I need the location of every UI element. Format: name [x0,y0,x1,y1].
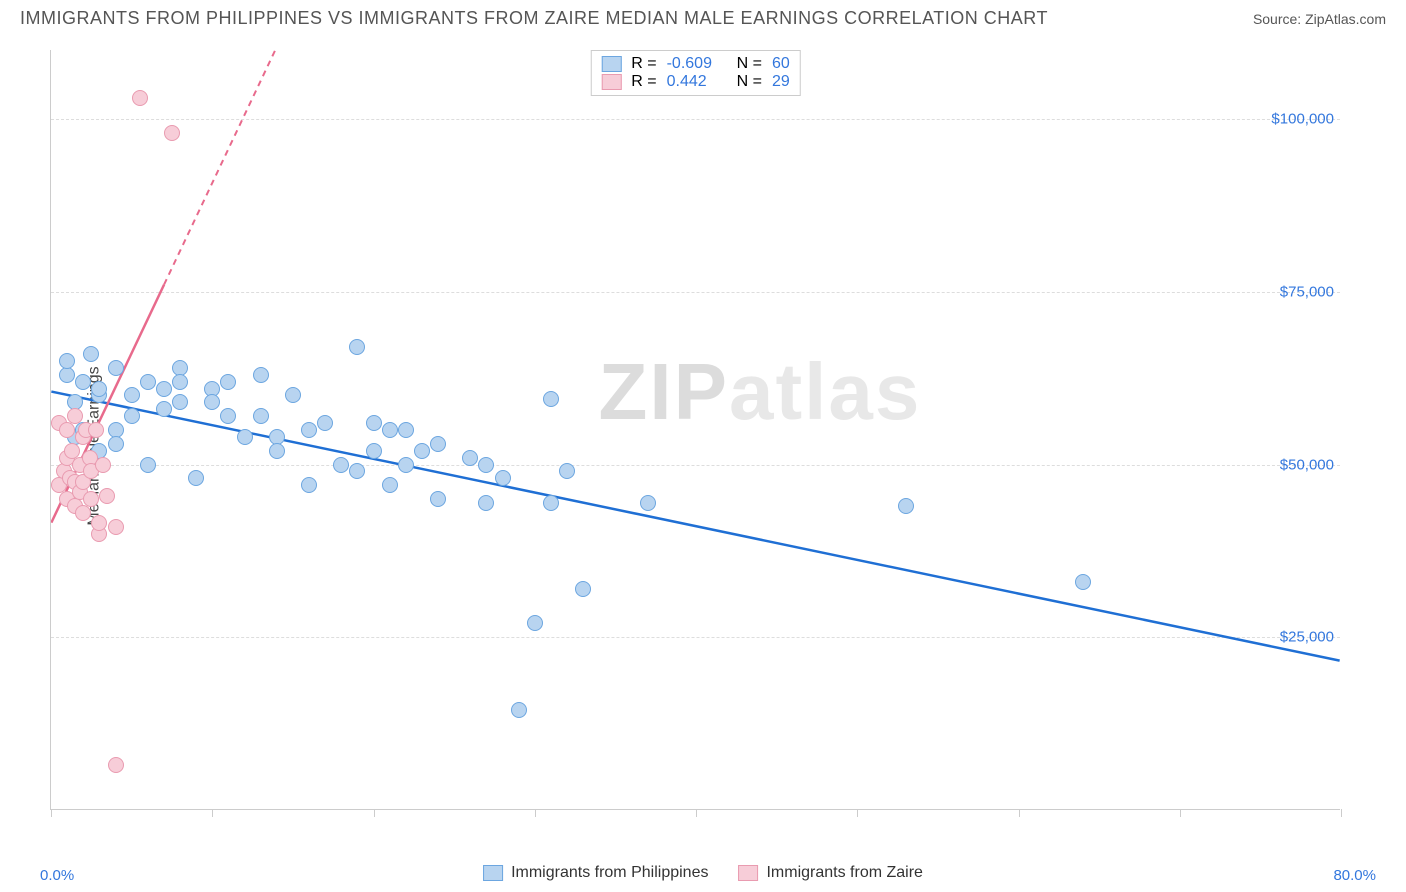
data-point [366,443,382,459]
data-point [140,374,156,390]
data-point [156,381,172,397]
x-axis-max-label: 80.0% [1333,867,1376,884]
x-tick [696,809,697,817]
data-point [83,491,99,507]
data-point [204,394,220,410]
data-point [430,436,446,452]
x-tick [374,809,375,817]
data-point [543,391,559,407]
data-point [140,457,156,473]
data-point [398,457,414,473]
data-point [269,443,285,459]
x-tick [51,809,52,817]
data-point [220,374,236,390]
data-point [67,408,83,424]
data-point [543,495,559,511]
r-value-philippines: -0.609 [667,55,727,73]
swatch-philippines [483,865,503,881]
data-point [59,353,75,369]
data-point [478,457,494,473]
data-point [349,339,365,355]
data-point [253,408,269,424]
data-point [382,477,398,493]
data-point [478,495,494,511]
data-point [172,394,188,410]
data-point [559,463,575,479]
n-label: N = [737,55,762,73]
data-point [88,422,104,438]
data-point [333,457,349,473]
data-point [414,443,430,459]
data-point [99,488,115,504]
swatch-zaire [601,74,621,90]
data-point [108,436,124,452]
data-point [108,757,124,773]
x-tick [857,809,858,817]
data-point [349,463,365,479]
data-point [188,470,204,486]
data-point [75,505,91,521]
series-legend: Immigrants from Philippines Immigrants f… [483,864,923,882]
data-point [75,374,91,390]
x-tick [1180,809,1181,817]
data-point [124,408,140,424]
data-point [430,491,446,507]
data-point [164,125,180,141]
data-point [1075,574,1091,590]
data-point [301,422,317,438]
data-point [285,387,301,403]
data-point [495,470,511,486]
source-attribution: Source: ZipAtlas.com [1253,11,1386,27]
data-point [317,415,333,431]
legend-item-philippines: Immigrants from Philippines [483,864,708,882]
correlation-legend: R = -0.609 N = 60 R = 0.442 N = 29 [590,50,800,96]
legend-row-philippines: R = -0.609 N = 60 [601,55,789,73]
data-point [640,495,656,511]
swatch-zaire [738,865,758,881]
data-point [301,477,317,493]
data-point [59,367,75,383]
data-point [172,374,188,390]
data-point [527,615,543,631]
data-point [398,422,414,438]
data-point [382,422,398,438]
data-point [124,387,140,403]
x-tick [1341,809,1342,817]
x-tick [1019,809,1020,817]
data-point [462,450,478,466]
swatch-philippines [601,56,621,72]
data-point [237,429,253,445]
data-point [898,498,914,514]
data-point [108,519,124,535]
x-axis-min-label: 0.0% [40,867,74,884]
data-point [575,581,591,597]
n-value-zaire: 29 [772,73,790,91]
chart-title: IMMIGRANTS FROM PHILIPPINES VS IMMIGRANT… [20,8,1048,29]
data-point [91,381,107,397]
data-point [366,415,382,431]
data-point [91,515,107,531]
r-value-zaire: 0.442 [667,73,727,91]
r-label: R = [631,73,656,91]
data-point [132,90,148,106]
data-point [95,457,111,473]
series-label-philippines: Immigrants from Philippines [511,864,708,882]
data-point [59,422,75,438]
data-point [220,408,236,424]
data-point [108,360,124,376]
x-tick [212,809,213,817]
chart-plot-area: ZIPatlas $25,000$50,000$75,000$100,000 R… [50,50,1340,810]
data-point [253,367,269,383]
legend-row-zaire: R = 0.442 N = 29 [601,73,789,91]
data-point [83,346,99,362]
data-point [511,702,527,718]
legend-item-zaire: Immigrants from Zaire [738,864,922,882]
data-point [156,401,172,417]
x-tick [535,809,536,817]
series-label-zaire: Immigrants from Zaire [766,864,922,882]
n-value-philippines: 60 [772,55,790,73]
r-label: R = [631,55,656,73]
n-label: N = [737,73,762,91]
